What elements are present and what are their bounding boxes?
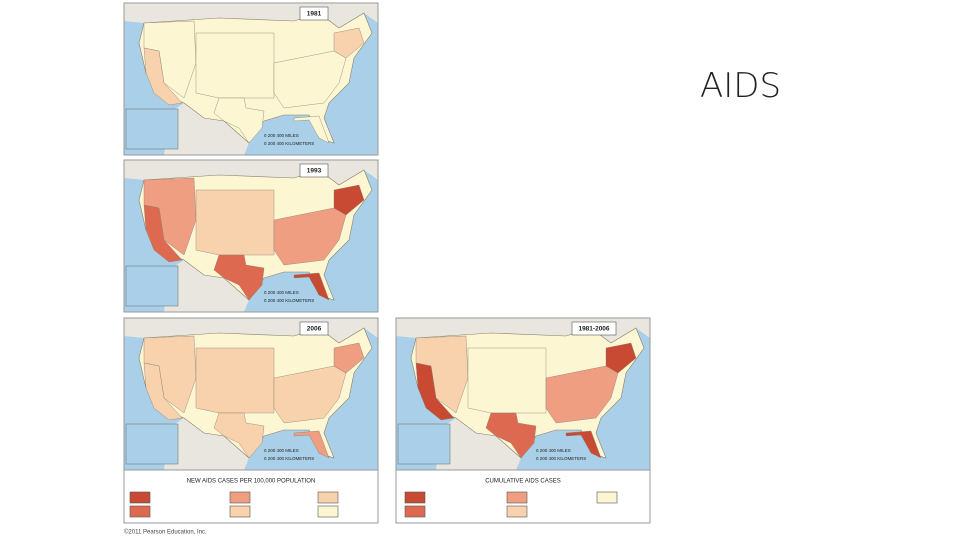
scale-km: 0 200 400 KILOMETERS: [264, 141, 314, 146]
state-region: [213, 97, 265, 144]
inset-alaska: [125, 423, 179, 465]
state-region: [213, 254, 265, 301]
inset-alaska: [125, 265, 179, 307]
legend-swatch: [596, 491, 618, 504]
map-panel: 1993 0 200 400 MILES 0 200 400 KILOMETERS: [124, 160, 378, 312]
state-region: [605, 342, 637, 374]
map-label: 2006: [307, 326, 322, 333]
legend-swatch: [506, 491, 528, 504]
scale-km: 0 200 400 KILOMETERS: [536, 456, 586, 461]
state-region: [195, 189, 275, 256]
copyright: ©2011 Pearson Education, Inc.: [124, 529, 207, 536]
scale-miles: 0 200 400 MILES: [264, 448, 299, 453]
map-label-box: [299, 163, 329, 178]
legend-swatch: [317, 505, 339, 518]
mexico: [164, 260, 249, 312]
map-label: 1981: [307, 11, 322, 18]
state-region: [467, 347, 547, 414]
map-panel: 2006 0 200 400 MILES 0 200 400 KILOMETERS: [124, 318, 378, 470]
state-region: [293, 430, 330, 459]
scale-miles: 0 200 400 MILES: [536, 448, 571, 453]
state-region: [143, 204, 183, 263]
slide-title: AIDS: [700, 66, 782, 106]
map-label: 1993: [307, 168, 322, 175]
mexico: [164, 103, 249, 155]
map-label-box: [299, 321, 329, 336]
mexico: [436, 418, 521, 470]
state-region: [195, 32, 275, 99]
legend-title: NEW AIDS CASES PER 100,000 POPULATION: [187, 479, 316, 485]
legend-swatch: [229, 491, 251, 504]
state-region: [195, 347, 275, 414]
state-region: [415, 362, 455, 421]
legend-swatch: [506, 505, 528, 518]
legend-swatch: [404, 505, 426, 518]
state-region: [143, 47, 183, 106]
map-panel: 1981 0 200 400 MILES 0 200 400 KILOMETERS: [124, 3, 378, 155]
map-label-box: [299, 6, 329, 21]
state-region: [485, 412, 537, 459]
scale-miles: 0 200 400 MILES: [264, 290, 299, 295]
inset-alaska: [397, 423, 451, 465]
map-label: 1981-2006: [578, 326, 609, 333]
panel-border: [123, 159, 379, 313]
panel-border: [123, 2, 379, 156]
legend-title: CUMULATIVE AIDS CASES: [485, 479, 561, 485]
state-region: [333, 27, 365, 59]
map-label-box: [571, 321, 617, 336]
state-region: [293, 115, 330, 144]
state-region: [565, 430, 602, 459]
scale-miles: 0 200 400 MILES: [264, 133, 299, 138]
scale-km: 0 200 400 KILOMETERS: [264, 456, 314, 461]
legend-swatch: [404, 491, 426, 504]
map-panel: 1981-2006 0 200 400 MILES 0 200 400 KILOME…: [396, 318, 650, 470]
mexico: [164, 418, 249, 470]
state-region: [293, 272, 330, 301]
legend-swatch: [129, 505, 151, 518]
state-region: [333, 342, 365, 374]
scale-km: 0 200 400 KILOMETERS: [264, 298, 314, 303]
state-region: [213, 412, 265, 459]
legend-swatch: [229, 505, 251, 518]
legend-swatch: [129, 491, 151, 504]
legend-swatch: [317, 491, 339, 504]
inset-alaska: [125, 108, 179, 150]
state-region: [143, 362, 183, 421]
state-region: [333, 184, 365, 216]
